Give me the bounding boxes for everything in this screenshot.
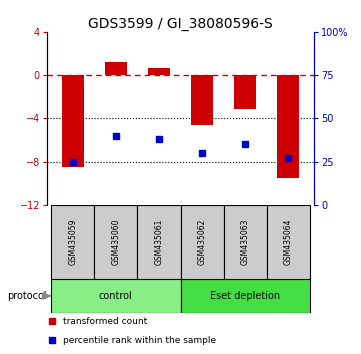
- Bar: [234, 75, 256, 109]
- Text: protocol: protocol: [7, 291, 47, 301]
- Text: GSM435064: GSM435064: [284, 219, 293, 265]
- Text: percentile rank within the sample: percentile rank within the sample: [63, 336, 216, 345]
- Text: control: control: [99, 291, 133, 301]
- Text: GSM435063: GSM435063: [241, 219, 249, 265]
- Bar: [51, 279, 180, 313]
- Bar: [94, 205, 138, 279]
- Text: GSM435062: GSM435062: [197, 219, 206, 265]
- Bar: [180, 205, 223, 279]
- Bar: [51, 205, 94, 279]
- Title: GDS3599 / GI_38080596-S: GDS3599 / GI_38080596-S: [88, 17, 273, 31]
- Text: transformed count: transformed count: [63, 317, 147, 326]
- Bar: [148, 68, 170, 75]
- Bar: [105, 62, 127, 75]
- Text: GSM435059: GSM435059: [68, 219, 77, 265]
- Bar: [278, 75, 299, 178]
- Text: Eset depletion: Eset depletion: [210, 291, 280, 301]
- Text: GSM435060: GSM435060: [112, 219, 120, 265]
- Bar: [223, 205, 267, 279]
- Bar: [138, 205, 180, 279]
- Text: GSM435061: GSM435061: [155, 219, 164, 265]
- Bar: [191, 75, 213, 125]
- Bar: [62, 75, 83, 167]
- Bar: [180, 279, 310, 313]
- Bar: [267, 205, 310, 279]
